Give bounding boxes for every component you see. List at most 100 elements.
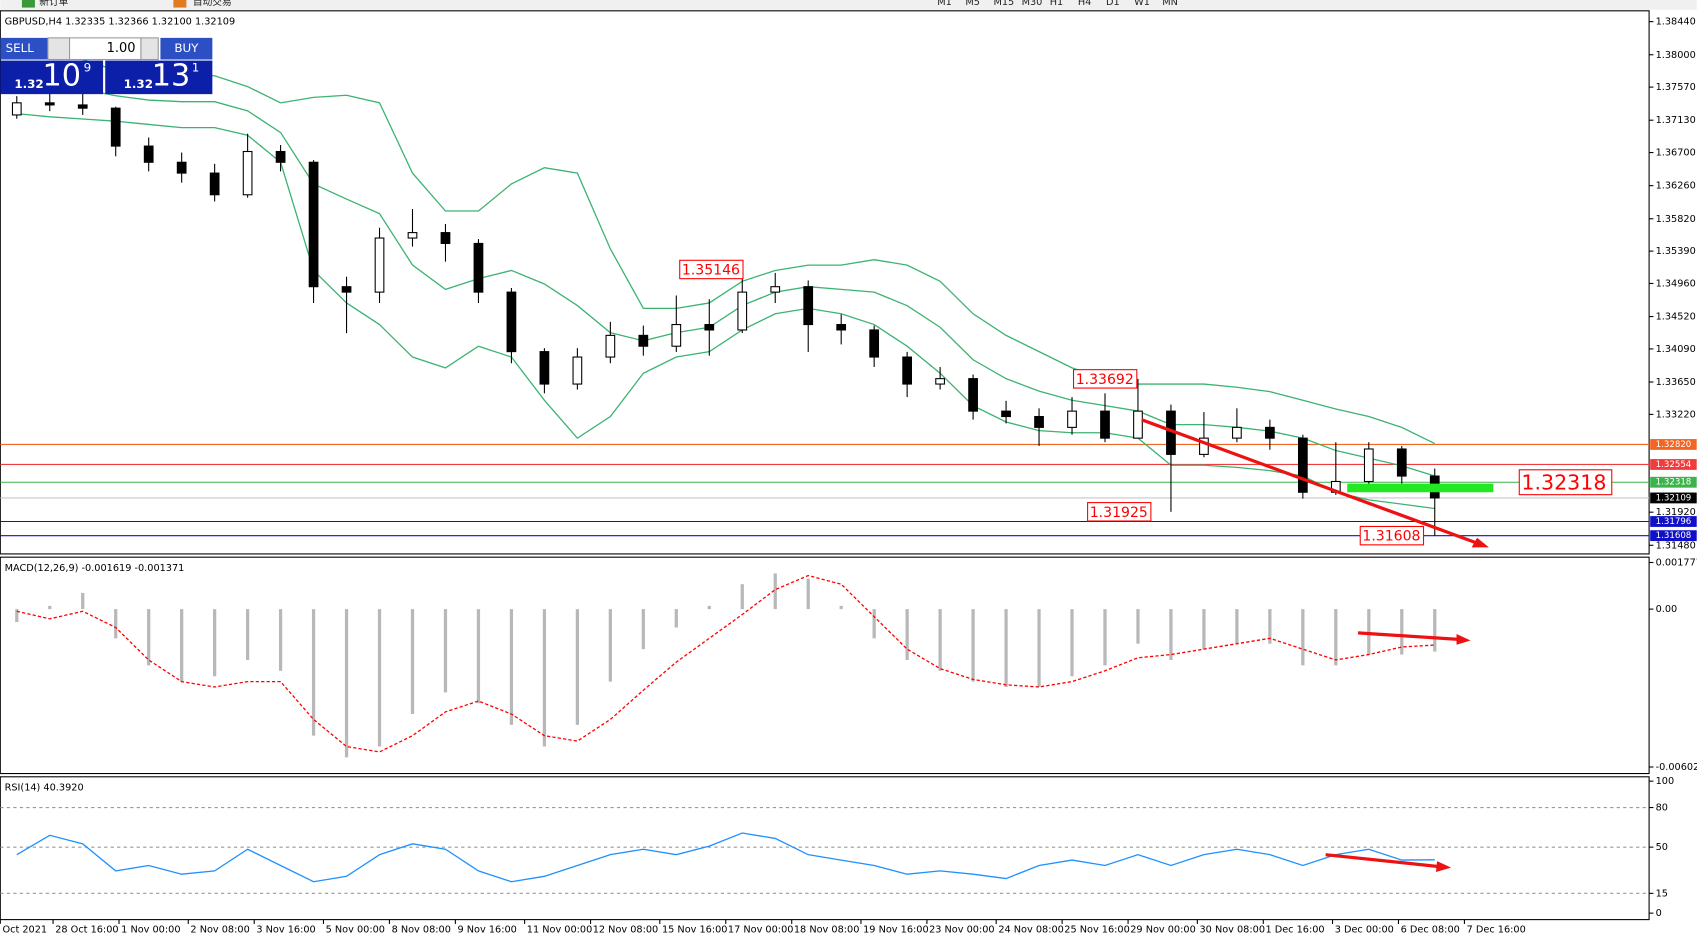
candle-body bbox=[1363, 448, 1374, 483]
x-tick-label: 8 Nov 08:00 bbox=[392, 924, 451, 935]
candle-body bbox=[902, 356, 913, 385]
y-tick-label: 100 bbox=[1656, 776, 1675, 787]
x-tick-label: 11 Nov 00:00 bbox=[527, 924, 593, 935]
y-tick-label: 1.33220 bbox=[1656, 409, 1696, 420]
macd-arrow bbox=[1357, 631, 1459, 642]
x-tick-label: 3 Nov 16:00 bbox=[256, 924, 315, 935]
candle-body bbox=[1396, 448, 1407, 477]
candle-body bbox=[308, 161, 319, 288]
one-click-panel: SELL 1.00 BUY 1.32 10 9 1.32 13 1 bbox=[0, 37, 213, 95]
bid-label: 1.32109 bbox=[1656, 493, 1692, 503]
y-tick-label: 1.36700 bbox=[1656, 148, 1696, 159]
candle-body bbox=[968, 378, 978, 412]
candle-body bbox=[374, 237, 385, 293]
ask-big: 1.32 bbox=[124, 77, 153, 91]
annotation: 1.31608 bbox=[1362, 529, 1420, 545]
timeframes: M1 M5 M15 M30 H1 H4 D1 W1 MN bbox=[937, 0, 1178, 8]
price-label: 1.31796 bbox=[1656, 517, 1692, 527]
y-tick-label: 1.35390 bbox=[1656, 246, 1696, 257]
candle-body bbox=[275, 150, 286, 163]
sell-label: SELL bbox=[6, 41, 35, 55]
timeframe[interactable]: MN bbox=[1162, 0, 1178, 8]
timeframe[interactable]: M30 bbox=[1022, 0, 1043, 8]
candle-body bbox=[638, 334, 649, 347]
y-tick-label: 1.36260 bbox=[1656, 181, 1696, 192]
green-zone bbox=[1347, 483, 1494, 493]
y-tick-label: 1.38000 bbox=[1656, 50, 1696, 61]
x-tick-label: 28 Oct 16:00 bbox=[55, 924, 118, 935]
candle-body bbox=[539, 351, 550, 385]
y-tick-label: 15 bbox=[1656, 888, 1668, 899]
drawings bbox=[1141, 418, 1494, 873]
candle-body bbox=[1034, 416, 1044, 428]
arrow-head bbox=[1471, 537, 1489, 548]
lot-up[interactable] bbox=[140, 37, 159, 61]
timeframe[interactable]: M15 bbox=[993, 0, 1014, 8]
annotation-box bbox=[1359, 525, 1425, 546]
x-tick-label: 7 Dec 16:00 bbox=[1467, 924, 1526, 935]
candle-body bbox=[1265, 426, 1275, 439]
candle-body bbox=[671, 324, 682, 347]
buy-label: BUY bbox=[174, 41, 199, 55]
chart-title: MACD(12,26,9) -0.001619 -0.001371 bbox=[5, 563, 185, 574]
x-tick-label: 19 Nov 16:00 bbox=[863, 924, 929, 935]
buy-button[interactable] bbox=[160, 37, 213, 60]
candle-body bbox=[473, 242, 484, 293]
signal-line bbox=[16, 574, 1435, 753]
ask-mid: 13 bbox=[152, 58, 191, 93]
auto-trading[interactable]: 自动交易 bbox=[193, 0, 232, 8]
annotation: 1.33692 bbox=[1076, 372, 1134, 388]
x-tick-label: 5 Nov 00:00 bbox=[326, 924, 385, 935]
price-label-bg bbox=[1650, 476, 1697, 488]
bid-mid: 10 bbox=[42, 58, 81, 93]
y-tick-label: 0.00 bbox=[1656, 604, 1678, 615]
x-tick-label: 25 Nov 16:00 bbox=[1064, 924, 1130, 935]
x-tick-label: 2 Nov 08:00 bbox=[190, 924, 249, 935]
candle-body bbox=[605, 334, 616, 358]
annotation: 1.31925 bbox=[1090, 505, 1148, 521]
icon bbox=[21, 0, 35, 8]
x-tick-label: 18 Nov 08:00 bbox=[794, 924, 860, 935]
x-tick-label: 23 Nov 00:00 bbox=[929, 924, 995, 935]
annotation-box bbox=[1087, 502, 1152, 522]
y-tick-label: 1.33650 bbox=[1656, 377, 1696, 388]
arrow-head bbox=[1435, 861, 1452, 873]
y-tick-label: 1.38440 bbox=[1656, 17, 1696, 28]
price-label-bg bbox=[1650, 439, 1697, 450]
timeframe[interactable]: H1 bbox=[1050, 0, 1064, 8]
macd-panel bbox=[0, 556, 1650, 775]
x-tick-label: 30 Nov 08:00 bbox=[1199, 924, 1265, 935]
timeframe[interactable]: M1 bbox=[937, 0, 952, 8]
ask-box[interactable] bbox=[105, 60, 213, 95]
price-label-bg bbox=[1650, 530, 1697, 542]
rsi-arrow bbox=[1325, 853, 1440, 869]
candle-body bbox=[506, 291, 517, 353]
annotation: 1.32318 bbox=[1521, 470, 1606, 494]
annotation-box bbox=[1072, 369, 1138, 389]
candle-body bbox=[1100, 410, 1110, 439]
timeframe[interactable]: D1 bbox=[1106, 0, 1120, 8]
y-tick-label: 0 bbox=[1656, 908, 1662, 919]
candle-body bbox=[770, 286, 781, 293]
candle-body bbox=[143, 145, 154, 163]
bid-box[interactable] bbox=[0, 60, 104, 95]
timeframe[interactable]: H4 bbox=[1078, 0, 1092, 8]
y-tick-label: 1.37570 bbox=[1656, 82, 1696, 93]
timeframe[interactable]: W1 bbox=[1134, 0, 1150, 8]
timeframe[interactable]: M5 bbox=[965, 0, 980, 8]
price-label: 1.32554 bbox=[1656, 460, 1692, 470]
candle-body bbox=[440, 232, 451, 244]
lot-down[interactable] bbox=[47, 37, 71, 61]
x-tick-label: 29 Nov 00:00 bbox=[1130, 924, 1196, 935]
annotation: 1.35146 bbox=[682, 263, 740, 279]
band-upper bbox=[16, 42, 1436, 445]
ask-small: 1 bbox=[192, 61, 200, 75]
new-order[interactable]: 新订单 bbox=[39, 0, 68, 8]
x-tick-label: Oct 2021 bbox=[2, 924, 47, 935]
x-tick-label: 1 Nov 00:00 bbox=[121, 924, 180, 935]
y-tick-label: 50 bbox=[1656, 842, 1668, 853]
candle-body bbox=[1001, 410, 1011, 418]
x-tick-label: 9 Nov 16:00 bbox=[458, 924, 517, 935]
sell-button[interactable] bbox=[0, 37, 48, 60]
